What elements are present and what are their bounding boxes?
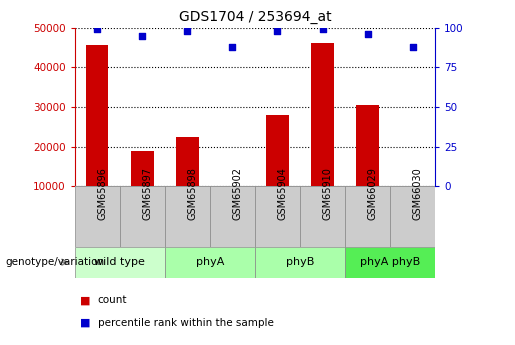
Text: wild type: wild type [94, 257, 145, 267]
Point [364, 31, 372, 37]
Bar [345, 186, 390, 247]
Text: GSM65898: GSM65898 [187, 167, 197, 220]
Bar [165, 247, 255, 278]
Bar [255, 247, 345, 278]
Bar [401, 186, 424, 223]
Point [273, 28, 282, 33]
Text: percentile rank within the sample: percentile rank within the sample [98, 318, 274, 327]
Text: GSM65902: GSM65902 [232, 167, 243, 220]
Point [318, 27, 327, 32]
Text: genotype/variation: genotype/variation [5, 257, 104, 267]
Text: GSM65896: GSM65896 [97, 167, 107, 220]
Text: GSM66029: GSM66029 [368, 167, 377, 220]
Bar [131, 150, 153, 186]
Text: GSM65897: GSM65897 [142, 167, 152, 220]
Bar [75, 186, 119, 247]
Bar [255, 186, 300, 247]
Bar [266, 115, 289, 186]
Text: phyA: phyA [196, 257, 224, 267]
Text: ■: ■ [80, 318, 90, 327]
Bar [345, 247, 435, 278]
Point [228, 44, 236, 49]
Bar [119, 186, 165, 247]
Bar [390, 186, 435, 247]
Text: GSM65910: GSM65910 [322, 167, 333, 220]
Bar [165, 186, 210, 247]
Bar [356, 105, 379, 186]
Text: GSM66030: GSM66030 [413, 167, 423, 220]
Bar [75, 247, 165, 278]
Point [183, 28, 192, 33]
Bar [221, 186, 244, 223]
Text: phyB: phyB [286, 257, 314, 267]
Point [138, 33, 146, 38]
Title: GDS1704 / 253694_at: GDS1704 / 253694_at [179, 10, 331, 24]
Bar [210, 186, 255, 247]
Text: GSM65904: GSM65904 [278, 167, 287, 220]
Text: count: count [98, 295, 127, 305]
Bar [86, 46, 109, 186]
Text: phyA phyB: phyA phyB [360, 257, 420, 267]
Text: ■: ■ [80, 295, 90, 305]
Bar [311, 43, 334, 186]
Bar [176, 137, 199, 186]
Bar [300, 186, 345, 247]
Point [408, 44, 417, 49]
Point [93, 27, 101, 32]
